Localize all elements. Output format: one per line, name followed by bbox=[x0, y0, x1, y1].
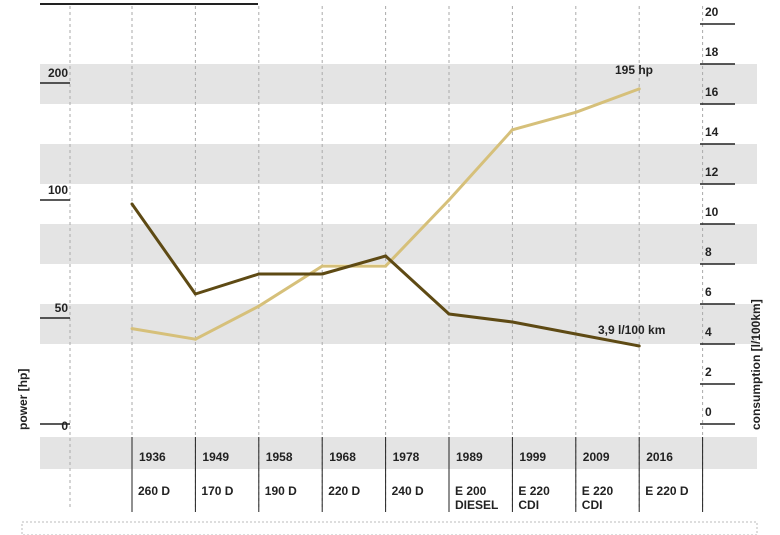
category-label-2: 1958 bbox=[266, 450, 293, 464]
category-labels: 1936 1949 1958 1968 1978 1989 1999 2009 2016 bbox=[139, 450, 673, 464]
left-tick-0: 0 bbox=[61, 419, 68, 433]
consumption-point-3 bbox=[320, 272, 324, 276]
category-label-6: 1999 bbox=[519, 450, 546, 464]
model-label-8: E 220 D bbox=[645, 484, 689, 498]
category-label-5: 1989 bbox=[456, 450, 483, 464]
right-tick-0: 0 bbox=[705, 405, 712, 419]
right-axis-tick-marks bbox=[700, 23, 735, 425]
right-tick-4: 8 bbox=[705, 245, 712, 259]
power-point-3 bbox=[320, 264, 324, 268]
model-label-5-1: DIESEL bbox=[455, 498, 498, 512]
category-label-4: 1978 bbox=[393, 450, 420, 464]
model-label-6-0: E 220 bbox=[518, 484, 550, 498]
right-axis-title: consumption [l/100km] bbox=[749, 299, 763, 430]
band-1 bbox=[40, 144, 757, 184]
right-tick-8: 16 bbox=[705, 85, 719, 99]
model-label-7-0: E 220 bbox=[582, 484, 614, 498]
right-tick-7: 14 bbox=[705, 125, 719, 139]
left-tick-3: 200 bbox=[48, 66, 68, 80]
model-label-2: 190 D bbox=[265, 484, 297, 498]
right-tick-3: 6 bbox=[705, 285, 712, 299]
consumption-point-1 bbox=[193, 292, 197, 296]
left-tick-1: 50 bbox=[55, 301, 69, 315]
power-annotation: 195 hp bbox=[615, 63, 653, 77]
right-axis-tick-labels: 0 2 4 6 8 10 12 14 16 18 20 bbox=[705, 5, 719, 419]
consumption-point-7 bbox=[574, 332, 578, 336]
band-category-row bbox=[40, 437, 757, 469]
right-tick-5: 10 bbox=[705, 205, 719, 219]
consumption-annotation: 3,9 l/100 km bbox=[598, 323, 665, 337]
right-tick-2: 4 bbox=[705, 325, 712, 339]
model-label-4: 240 D bbox=[392, 484, 424, 498]
category-label-3: 1968 bbox=[329, 450, 356, 464]
model-label-0: 260 D bbox=[138, 484, 170, 498]
model-label-3: 220 D bbox=[328, 484, 360, 498]
model-label-6-1: CDI bbox=[518, 498, 539, 512]
category-label-7: 2009 bbox=[583, 450, 610, 464]
consumption-point-5 bbox=[447, 312, 451, 316]
power-point-5 bbox=[447, 198, 451, 202]
left-axis-tick-marks bbox=[40, 82, 70, 425]
power-point-7 bbox=[574, 110, 578, 114]
right-tick-10: 20 bbox=[705, 5, 719, 19]
power-point-6 bbox=[510, 128, 514, 132]
category-dividers bbox=[131, 437, 704, 512]
consumption-point-8 bbox=[637, 344, 641, 348]
model-label-5-0: E 200 bbox=[455, 484, 487, 498]
consumption-point-4 bbox=[384, 254, 388, 258]
left-tick-2: 100 bbox=[48, 183, 68, 197]
power-point-8 bbox=[637, 87, 641, 91]
series-lines bbox=[130, 87, 641, 348]
gridlines bbox=[69, 6, 704, 510]
left-axis-title: power [hp] bbox=[16, 369, 30, 430]
background-bands bbox=[40, 64, 757, 469]
category-label-8: 2016 bbox=[646, 450, 673, 464]
band-2 bbox=[40, 224, 757, 264]
category-label-0: 1936 bbox=[139, 450, 166, 464]
power-point-0 bbox=[130, 327, 134, 331]
power-point-2 bbox=[257, 304, 261, 308]
consumption-point-2 bbox=[257, 272, 261, 276]
power-point-1 bbox=[193, 337, 197, 341]
band-0 bbox=[40, 64, 757, 104]
consumption-point-6 bbox=[510, 320, 514, 324]
right-tick-6: 12 bbox=[705, 165, 719, 179]
band-3 bbox=[40, 304, 757, 344]
model-label-1: 170 D bbox=[201, 484, 233, 498]
right-tick-9: 18 bbox=[705, 45, 719, 59]
model-label-7-1: CDI bbox=[582, 498, 603, 512]
category-label-1: 1949 bbox=[202, 450, 229, 464]
right-tick-1: 2 bbox=[705, 365, 712, 379]
consumption-point-0 bbox=[130, 202, 134, 206]
power-point-4 bbox=[384, 264, 388, 268]
